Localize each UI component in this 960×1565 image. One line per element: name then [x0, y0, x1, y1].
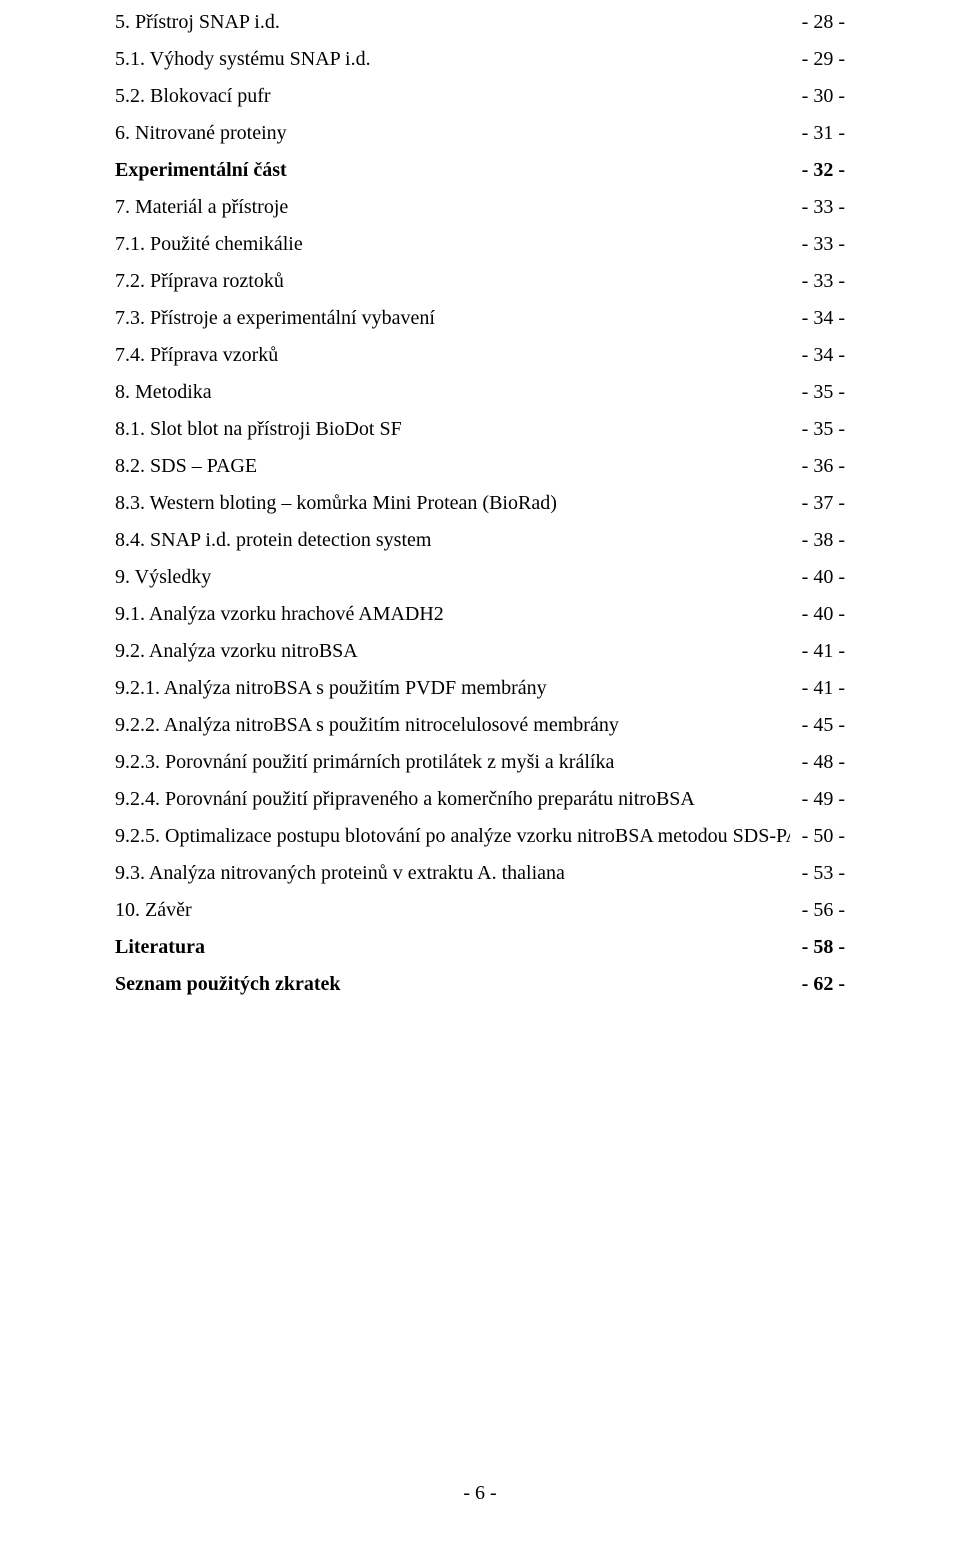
toc-entry-page: - 41 - — [790, 633, 845, 670]
toc-entry-label: 9.2.5. Optimalizace postupu blotování po… — [115, 818, 790, 855]
toc-entry-label: Literatura — [115, 929, 205, 966]
toc-entry: 9.1. Analýza vzorku hrachové AMADH2 - 40 … — [115, 596, 845, 633]
toc-entry: 7.3. Přístroje a experimentální vybavení… — [115, 300, 845, 337]
toc-entry-label: 5.1. Výhody systému SNAP i.d. — [115, 41, 371, 78]
toc-entry-label: Experimentální část — [115, 152, 287, 189]
toc-entry-label: 8.4. SNAP i.d. protein detection system — [115, 522, 431, 559]
toc-entry: 9.2.5. Optimalizace postupu blotování po… — [115, 818, 845, 855]
toc-entry: 8.4. SNAP i.d. protein detection system -… — [115, 522, 845, 559]
toc-entry-label: 9. Výsledky — [115, 559, 211, 596]
toc-entry-label: 8.1. Slot blot na přístroji BioDot SF — [115, 411, 402, 448]
page-number: - 6 - — [463, 1482, 496, 1504]
toc-entry-label: 9.2.1. Analýza nitroBSA s použitím PVDF … — [115, 670, 547, 707]
toc-entry: 7. Materiál a přístroje - 33 - — [115, 189, 845, 226]
toc-entry: 5.2. Blokovací pufr - 30 - — [115, 78, 845, 115]
toc-entry-label: 10. Závěr — [115, 892, 192, 929]
toc-entry-page: - 58 - — [790, 929, 845, 966]
toc-entry-page: - 36 - — [790, 448, 845, 485]
toc-entry-page: - 29 - — [790, 41, 845, 78]
toc-entry-page: - 33 - — [790, 263, 845, 300]
toc-entry-label: 8.3. Western bloting – komůrka Mini Prot… — [115, 485, 557, 522]
toc-entry-page: - 31 - — [790, 115, 845, 152]
toc-entry: Seznam použitých zkratek - 62 - — [115, 966, 845, 1003]
toc-entry-label: 9.2.4. Porovnání použití připraveného a … — [115, 781, 695, 818]
toc-entry-label: 9.1. Analýza vzorku hrachové AMADH2 — [115, 596, 444, 633]
toc-entry: Literatura - 58 - — [115, 929, 845, 966]
toc-entry-label: 8.2. SDS – PAGE — [115, 448, 257, 485]
toc-entry-page: - 62 - — [790, 966, 845, 1003]
toc-entry: 7.2. Příprava roztoků - 33 - — [115, 263, 845, 300]
toc-entry-label: 9.2. Analýza vzorku nitroBSA — [115, 633, 358, 670]
toc-entry: 8. Metodika - 35 - — [115, 374, 845, 411]
toc-entry: 6. Nitrované proteiny - 31 - — [115, 115, 845, 152]
toc-entry-label: 7.1. Použité chemikálie — [115, 226, 303, 263]
toc-entry: 9. Výsledky - 40 - — [115, 559, 845, 596]
toc-entry-page: - 34 - — [790, 300, 845, 337]
toc-entry-label: 8. Metodika — [115, 374, 212, 411]
toc-entry-page: - 50 - — [790, 818, 845, 855]
toc-entry-label: 9.3. Analýza nitrovaných proteinů v extr… — [115, 855, 565, 892]
toc-entry: 9.2. Analýza vzorku nitroBSA - 41 - — [115, 633, 845, 670]
toc-entry-page: - 35 - — [790, 374, 845, 411]
toc-entry-page: - 53 - — [790, 855, 845, 892]
table-of-contents: 5. Přístroj SNAP i.d.- 28 -5.1. Výhody s… — [115, 0, 845, 1003]
toc-entry: 9.2.4. Porovnání použití připraveného a … — [115, 781, 845, 818]
toc-entry-page: - 40 - — [790, 559, 845, 596]
toc-entry-label: 6. Nitrované proteiny — [115, 115, 287, 152]
toc-entry: 9.2.2. Analýza nitroBSA s použitím nitro… — [115, 707, 845, 744]
page: 5. Přístroj SNAP i.d.- 28 -5.1. Výhody s… — [0, 0, 960, 1565]
toc-entry-page: - 41 - — [790, 670, 845, 707]
toc-entry-page: - 28 - — [790, 4, 845, 41]
toc-entry-page: - 34 - — [790, 337, 845, 374]
toc-entry-label: 5.2. Blokovací pufr — [115, 78, 271, 115]
toc-entry: 8.3. Western bloting – komůrka Mini Prot… — [115, 485, 845, 522]
toc-entry: 5.1. Výhody systému SNAP i.d. - 29 - — [115, 41, 845, 78]
toc-entry-page: - 35 - — [790, 411, 845, 448]
toc-entry-page: - 33 - — [790, 189, 845, 226]
toc-entry: Experimentální část - 32 - — [115, 152, 845, 189]
toc-entry: 9.3. Analýza nitrovaných proteinů v extr… — [115, 855, 845, 892]
toc-entry-label: 7.3. Přístroje a experimentální vybavení — [115, 300, 435, 337]
toc-entry-label: 7. Materiál a přístroje — [115, 189, 288, 226]
toc-entry-label: 5. Přístroj SNAP i.d. — [115, 4, 280, 41]
toc-entry-label: 7.2. Příprava roztoků — [115, 263, 284, 300]
toc-entry-page: - 32 - — [790, 152, 845, 189]
toc-entry: 8.1. Slot blot na přístroji BioDot SF - 3… — [115, 411, 845, 448]
toc-entry-label: 9.2.2. Analýza nitroBSA s použitím nitro… — [115, 707, 619, 744]
toc-entry: 9.2.3. Porovnání použití primárních prot… — [115, 744, 845, 781]
toc-entry: 8.2. SDS – PAGE - 36 - — [115, 448, 845, 485]
toc-entry-page: - 45 - — [790, 707, 845, 744]
toc-entry: 7.1. Použité chemikálie - 33 - — [115, 226, 845, 263]
toc-entry-label: 7.4. Příprava vzorků — [115, 337, 278, 374]
toc-entry: 5. Přístroj SNAP i.d. - 28 - — [115, 4, 845, 41]
toc-entry-page: - 56 - — [790, 892, 845, 929]
toc-entry-label: Seznam použitých zkratek — [115, 966, 341, 1003]
toc-entry-page: - 37 - — [790, 485, 845, 522]
toc-entry: 10. Závěr - 56 - — [115, 892, 845, 929]
toc-entry: 7.4. Příprava vzorků - 34 - — [115, 337, 845, 374]
toc-entry-page: - 33 - — [790, 226, 845, 263]
toc-entry-label: 9.2.3. Porovnání použití primárních prot… — [115, 744, 614, 781]
toc-entry: 9.2.1. Analýza nitroBSA s použitím PVDF … — [115, 670, 845, 707]
toc-entry-page: - 30 - — [790, 78, 845, 115]
toc-entry-page: - 49 - — [790, 781, 845, 818]
toc-entry-page: - 38 - — [790, 522, 845, 559]
toc-entry-page: - 40 - — [790, 596, 845, 633]
page-footer: - 6 - — [0, 1482, 960, 1505]
toc-entry-page: - 48 - — [790, 744, 845, 781]
